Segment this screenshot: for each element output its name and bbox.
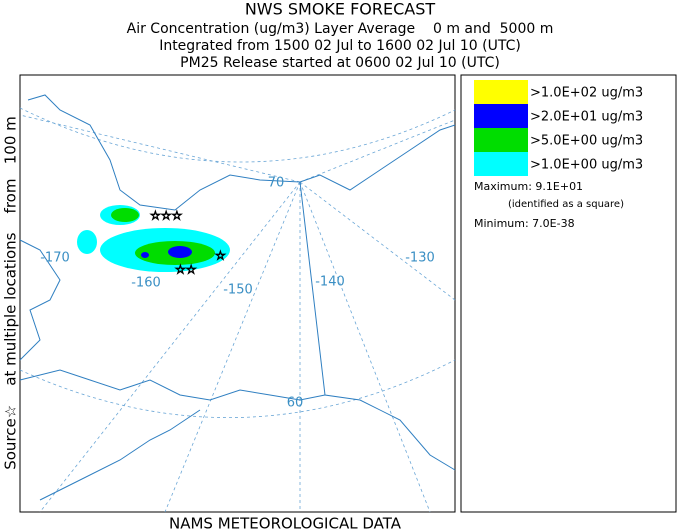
legend-label: >1.0E+00 ug/m3 xyxy=(530,158,643,173)
graticule-label: -140 xyxy=(315,275,345,290)
smoke-plume xyxy=(77,205,230,272)
source-marker: ☆ xyxy=(215,249,226,263)
footer: NAMS METEOROLOGICAL DATA xyxy=(169,515,402,532)
title: NWS SMOKE FORECAST xyxy=(245,0,436,19)
source-marker: ☆☆☆ xyxy=(150,209,182,223)
graticule xyxy=(299,181,431,513)
source-markers: ☆☆☆ ☆☆ ☆ xyxy=(150,208,227,277)
coastline xyxy=(19,369,326,401)
graticule xyxy=(299,119,456,183)
legend-swatch xyxy=(474,128,528,152)
coastline xyxy=(19,239,61,361)
coastline xyxy=(27,94,456,211)
legend-swatch xyxy=(474,104,528,128)
subtitle: Air Concentration (ug/m3) Layer Average … xyxy=(127,21,554,37)
legend-swatch xyxy=(474,80,528,104)
graticule xyxy=(299,181,456,301)
graticule-label: -130 xyxy=(405,251,435,266)
legend-label: >1.0E+02 ug/m3 xyxy=(530,86,643,101)
maximum-note: (identified as a square) xyxy=(508,199,624,210)
map: ☆☆☆ ☆☆ ☆ 70 -170 -160 -150 -140 -130 60 xyxy=(19,74,456,513)
legend-label: >5.0E+00 ug/m3 xyxy=(530,134,643,149)
coastline xyxy=(39,409,201,501)
legend-swatch xyxy=(474,152,528,176)
graticule-label: -160 xyxy=(131,276,161,291)
subtitle: Integrated from 1500 02 Jul to 1600 02 J… xyxy=(159,38,521,54)
graticule xyxy=(39,181,301,513)
graticule-label: 70 xyxy=(268,176,285,191)
map-frame xyxy=(19,74,456,513)
border xyxy=(299,181,456,471)
graticule-label: -170 xyxy=(40,251,70,266)
legend-label: >2.0E+01 ug/m3 xyxy=(530,110,643,125)
minimum: Minimum: 7.0E-38 xyxy=(474,217,575,230)
source-marker: ☆☆ xyxy=(175,263,197,277)
graticule-label: -150 xyxy=(223,283,253,298)
side-label: Source☆ at multiple locations from 100 m xyxy=(2,116,20,470)
graticule-label: 60 xyxy=(287,396,304,411)
maximum: Maximum: 9.1E+01 xyxy=(474,180,583,193)
legend: Maximum: 9.1E+01 (identified as a square… xyxy=(460,74,677,513)
subtitle: PM25 Release started at 0600 02 Jul 10 (… xyxy=(180,55,500,71)
